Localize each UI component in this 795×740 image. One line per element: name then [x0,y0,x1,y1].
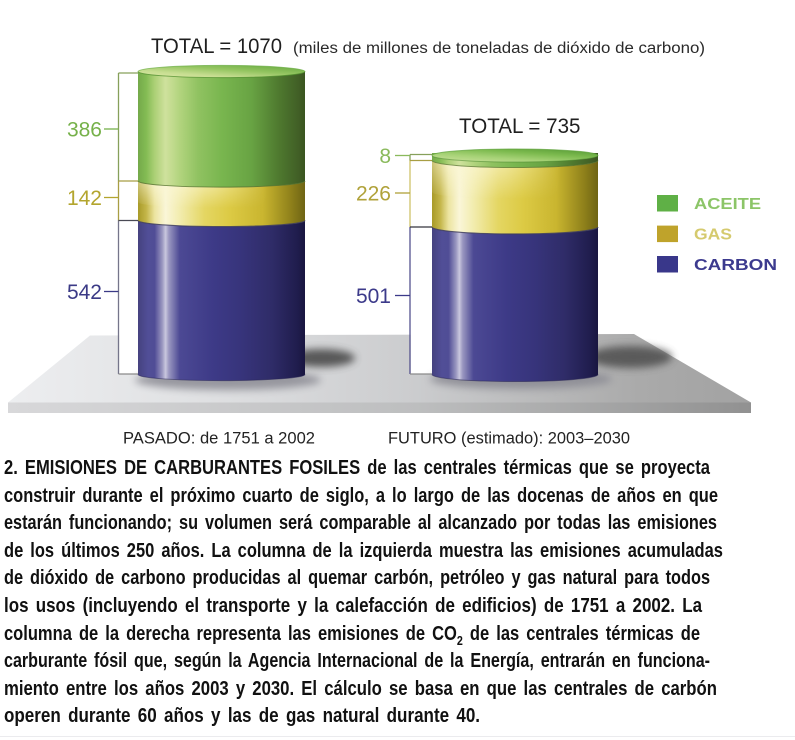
svg-text:8: 8 [379,145,391,168]
svg-text:142: 142 [67,187,102,210]
svg-text:TOTAL = 1070(miles de millones: TOTAL = 1070 (miles de millones de tonela… [151,34,705,58]
svg-text:386: 386 [67,119,102,142]
svg-text:226: 226 [356,183,391,206]
svg-text:TOTAL = 735: TOTAL = 735 [459,114,581,138]
svg-text:501: 501 [356,285,391,308]
svg-text:CARBON: CARBON [694,257,777,274]
svg-text:ACEITE: ACEITE [694,196,761,213]
svg-text:542: 542 [67,281,102,304]
svg-text:PASADO: de 1751 a 2002: PASADO: de 1751 a 2002 [123,429,315,448]
svg-text:GAS: GAS [694,227,732,244]
svg-text:FUTURO (estimado): 2003–2030: FUTURO (estimado): 2003–2030 [388,429,630,448]
